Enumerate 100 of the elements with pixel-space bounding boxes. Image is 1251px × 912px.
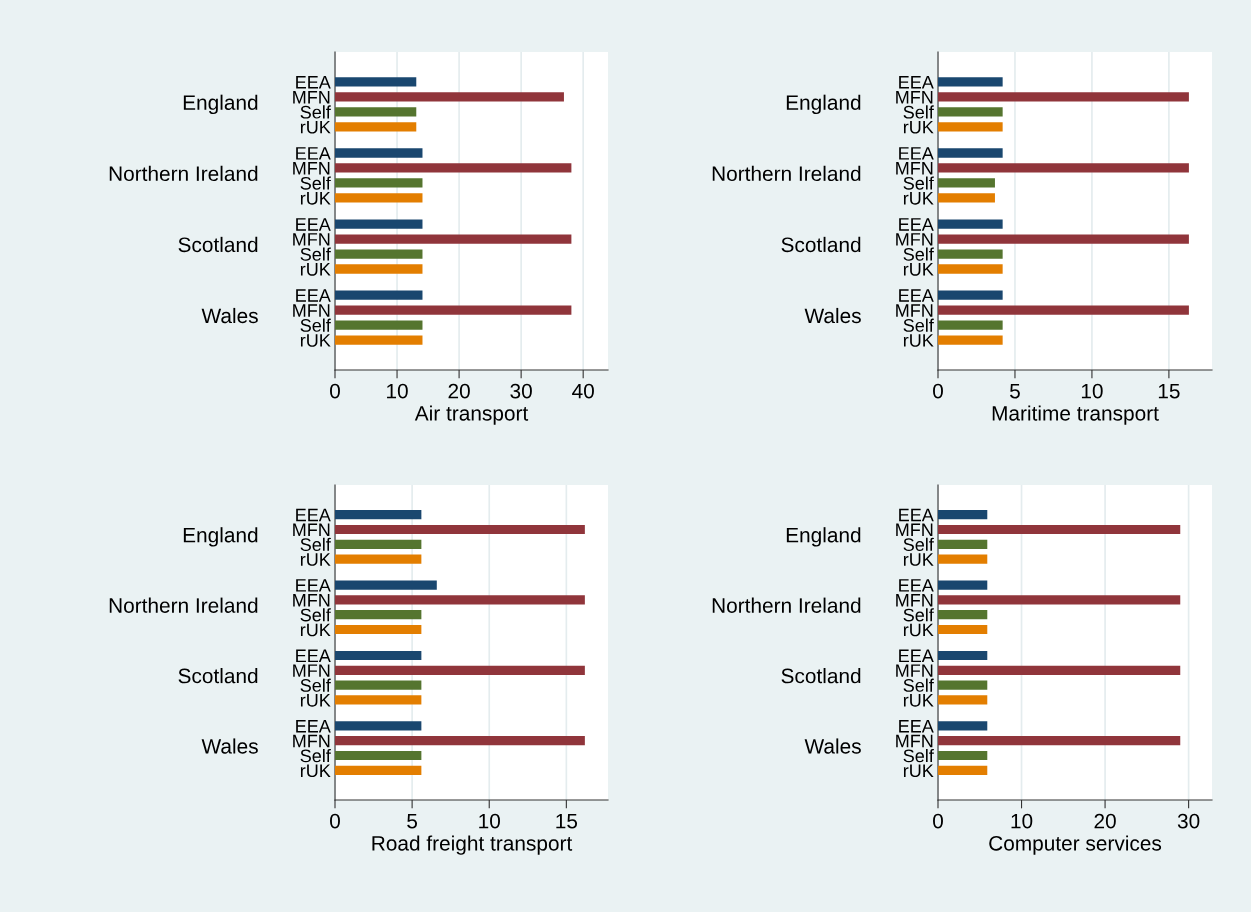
text: Self xyxy=(300,176,331,190)
text: rUK xyxy=(903,764,934,778)
bar xyxy=(938,335,1003,345)
bar xyxy=(938,107,1003,117)
text: rUK xyxy=(903,623,934,637)
bar xyxy=(335,580,437,590)
text: Self xyxy=(903,608,934,622)
bar xyxy=(938,249,1003,259)
text: EEA xyxy=(296,579,331,592)
y-tick-label: Northern Ireland xyxy=(109,165,258,182)
text: rUK xyxy=(903,334,934,347)
y-tick-label: Wales xyxy=(804,738,861,754)
series-label: EEA xyxy=(899,76,934,89)
x-tick-label: 40 xyxy=(572,383,594,399)
text: MFN xyxy=(293,664,330,677)
bar xyxy=(335,539,422,549)
series-label: rUK xyxy=(903,553,934,566)
series-label: Self xyxy=(300,105,331,119)
text: MFN xyxy=(293,233,330,246)
bar xyxy=(335,163,572,173)
x-axis-title: Computer services xyxy=(989,835,1162,855)
bar xyxy=(938,178,995,188)
bar xyxy=(335,335,423,345)
y-tick-label: Scotland xyxy=(178,236,258,253)
bar xyxy=(335,765,422,775)
text: Self xyxy=(300,247,331,261)
text: MFN xyxy=(293,162,330,175)
x-tick-label: 0 xyxy=(330,383,340,399)
bar xyxy=(938,290,1003,300)
bar xyxy=(335,510,422,520)
text: MFN xyxy=(896,734,933,748)
x-tick-label: 30 xyxy=(1177,813,1200,829)
text: Self xyxy=(903,318,934,332)
y-tick-label: Wales xyxy=(201,307,258,324)
x-tick-label: 30 xyxy=(510,383,532,399)
bar xyxy=(335,107,417,117)
bar xyxy=(938,122,1003,132)
x-tick-label: 20 xyxy=(448,383,470,399)
text: Self xyxy=(903,748,934,763)
text: rUK xyxy=(300,764,331,778)
bar xyxy=(335,595,585,605)
text: EEA xyxy=(296,289,331,302)
y-tick-label: England xyxy=(786,527,861,547)
text: MFN xyxy=(293,594,330,607)
text: EEA xyxy=(899,218,934,231)
bar xyxy=(938,234,1189,244)
bar xyxy=(938,193,995,203)
text: Self xyxy=(300,678,331,692)
text: EEA xyxy=(899,289,934,302)
text: EEA xyxy=(899,649,934,663)
y-tick-label: Wales xyxy=(804,307,861,324)
x-tick-label: 15 xyxy=(556,813,578,829)
text: EEA xyxy=(899,720,934,733)
text: Self xyxy=(903,247,934,261)
bar xyxy=(938,264,1003,274)
series-label: MFN xyxy=(896,91,933,104)
bar xyxy=(335,193,423,203)
text: rUK xyxy=(903,263,934,276)
x-tick-label: 0 xyxy=(933,383,943,399)
y-tick-label: Northern Ireland xyxy=(712,597,861,613)
x-tick-label: 0 xyxy=(933,813,943,829)
x-axis-title: Maritime transport xyxy=(992,405,1159,425)
bar xyxy=(335,750,422,761)
text: Self xyxy=(903,678,934,692)
x-axis-title: Road freight transport xyxy=(372,835,573,855)
text: MFN xyxy=(896,304,933,317)
bar xyxy=(335,650,422,661)
text: Self xyxy=(300,748,331,763)
x-tick-label: 10 xyxy=(1011,813,1033,829)
text: MFN xyxy=(896,233,933,246)
series-label: MFN xyxy=(293,523,330,537)
text: rUK xyxy=(300,192,331,205)
text: MFN xyxy=(896,664,933,677)
text: EEA xyxy=(296,218,331,231)
bar xyxy=(938,77,1003,87)
bar xyxy=(335,721,422,731)
text: EEA xyxy=(899,147,934,160)
text: EEA xyxy=(296,720,331,733)
bar xyxy=(335,219,423,229)
bar xyxy=(938,219,1003,229)
text: Self xyxy=(300,608,331,622)
bar xyxy=(335,554,422,564)
x-tick-label: 15 xyxy=(1158,383,1180,399)
text: rUK xyxy=(300,263,331,276)
x-tick-label: 10 xyxy=(387,383,408,399)
text: MFN xyxy=(293,734,330,748)
x-tick-label: 10 xyxy=(479,813,501,829)
bar xyxy=(335,680,422,690)
bar xyxy=(938,163,1189,173)
y-tick-label: Northern Ireland xyxy=(712,165,861,182)
text: rUK xyxy=(300,334,331,347)
bar xyxy=(335,92,564,102)
bar xyxy=(335,148,423,158)
y-tick-label: Scotland xyxy=(178,668,258,684)
series-label: MFN xyxy=(896,523,933,537)
y-tick-label: Northern Ireland xyxy=(109,597,258,613)
bar xyxy=(938,320,1003,330)
text: EEA xyxy=(899,579,934,592)
bar xyxy=(335,290,423,300)
bar xyxy=(335,77,417,87)
